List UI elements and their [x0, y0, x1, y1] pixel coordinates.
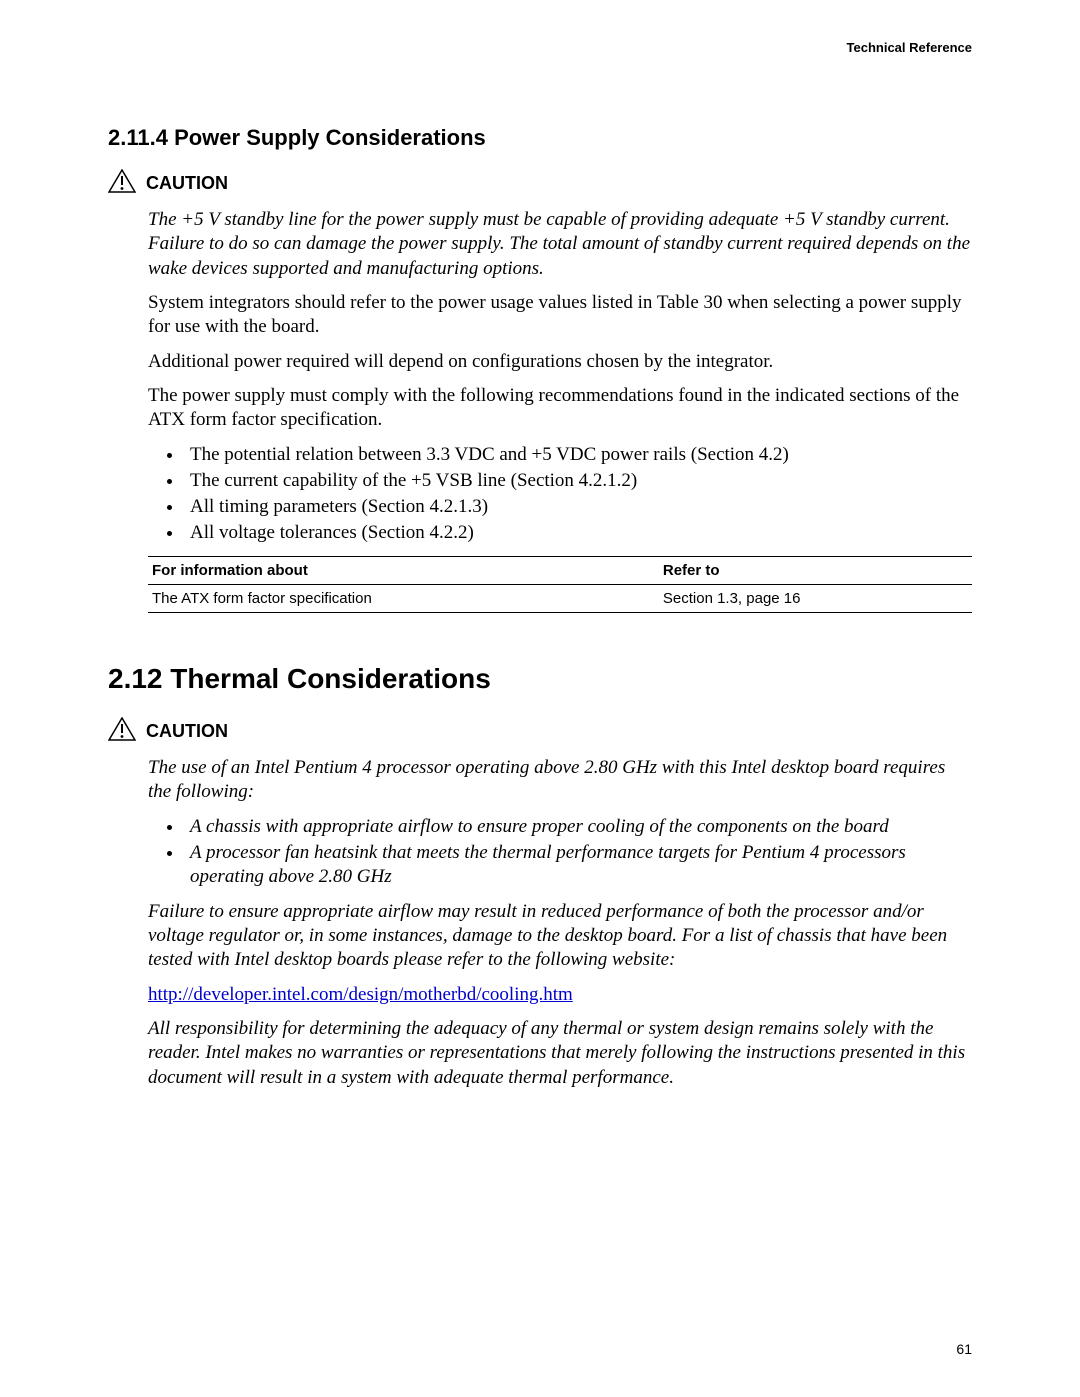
caution-row: CAUTION [108, 717, 972, 746]
list-item: The potential relation between 3.3 VDC a… [184, 443, 972, 467]
link-paragraph: http://developer.intel.com/design/mother… [148, 983, 972, 1007]
paragraph: All responsibility for determining the a… [148, 1017, 972, 1090]
list-item: All timing parameters (Section 4.2.1.3) [184, 495, 972, 519]
list-item: All voltage tolerances (Section 4.2.2) [184, 521, 972, 545]
caution-icon [108, 717, 136, 746]
paragraph: The power supply must comply with the fo… [148, 384, 972, 433]
page-number: 61 [956, 1341, 972, 1357]
paragraph: Failure to ensure appropriate airflow ma… [148, 900, 972, 973]
section1-body: The +5 V standby line for the power supp… [148, 208, 972, 613]
bullet-list: A chassis with appropriate airflow to en… [148, 815, 972, 890]
table-cell: Section 1.3, page 16 [659, 584, 972, 612]
section-heading-2-11-4: 2.11.4 Power Supply Considerations [108, 125, 972, 151]
caution-label: CAUTION [146, 173, 228, 194]
caution-text: The use of an Intel Pentium 4 processor … [148, 756, 972, 805]
table-cell: The ATX form factor specification [148, 584, 659, 612]
table-row: The ATX form factor specification Sectio… [148, 584, 972, 612]
list-item: A chassis with appropriate airflow to en… [184, 815, 972, 839]
doc-header: Technical Reference [108, 40, 972, 55]
caution-text: The +5 V standby line for the power supp… [148, 208, 972, 281]
bullet-list: The potential relation between 3.3 VDC a… [148, 443, 972, 546]
cooling-link[interactable]: http://developer.intel.com/design/mother… [148, 984, 573, 1005]
caution-row: CAUTION [108, 169, 972, 198]
caution-label: CAUTION [146, 721, 228, 742]
table-header: For information about [148, 556, 659, 584]
list-item: A processor fan heatsink that meets the … [184, 841, 972, 890]
section-heading-2-12: 2.12 Thermal Considerations [108, 663, 972, 695]
section2-body: The use of an Intel Pentium 4 processor … [148, 756, 972, 1090]
list-item: The current capability of the +5 VSB lin… [184, 469, 972, 493]
paragraph: Additional power required will depend on… [148, 350, 972, 374]
table-header: Refer to [659, 556, 972, 584]
reference-table: For information about Refer to The ATX f… [148, 556, 972, 613]
caution-icon [108, 169, 136, 198]
paragraph: System integrators should refer to the p… [148, 291, 972, 340]
